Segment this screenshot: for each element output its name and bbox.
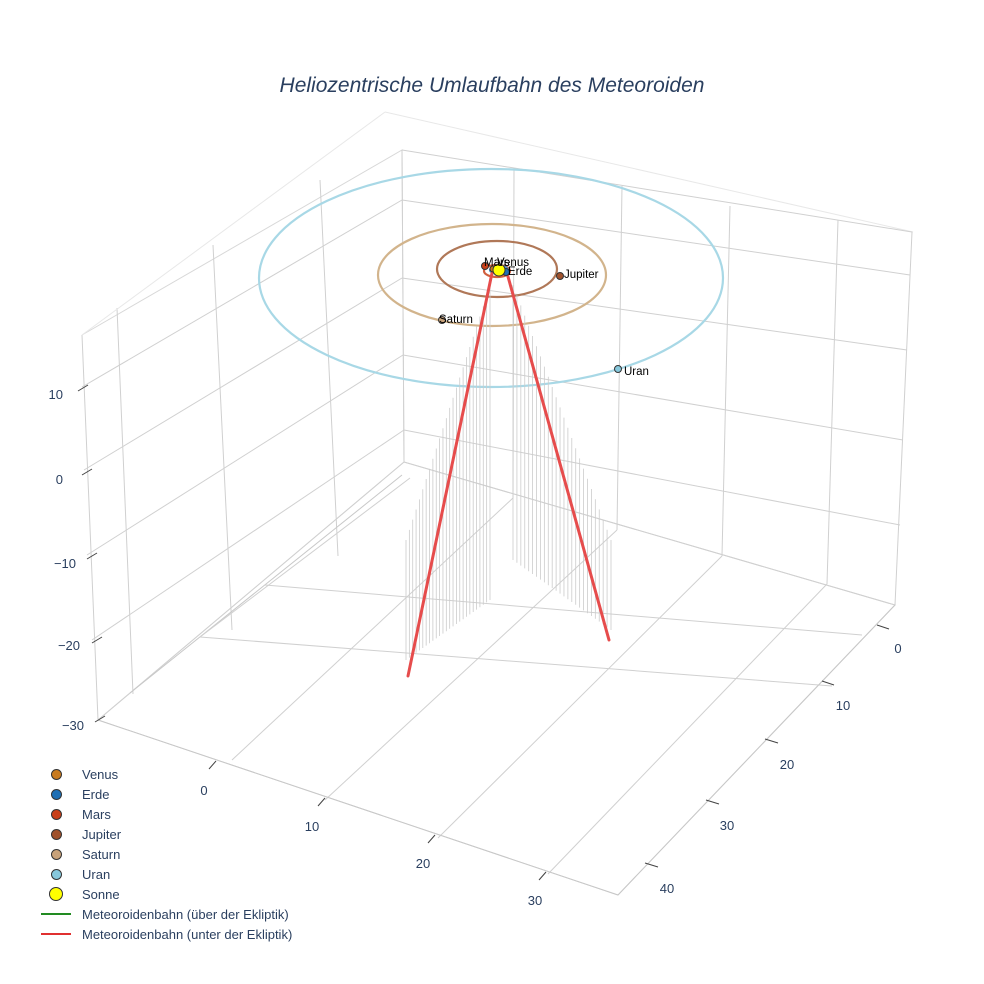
svg-text:Mars: Mars	[484, 257, 510, 269]
x-axis-tick-labels: 0 10 20 30	[200, 783, 542, 908]
grid-back-wall	[81, 111, 914, 896]
meteoroid-trajectory	[406, 271, 611, 678]
sonne-marker-icon	[49, 887, 63, 901]
svg-text:Uran: Uran	[624, 366, 649, 378]
svg-text:30: 30	[720, 818, 734, 833]
legend-item-erde[interactable]: Erde	[36, 784, 292, 804]
chart-title: Heliozentrische Umlaufbahn des Meteoroid…	[279, 74, 705, 97]
legend-item-mars[interactable]: Mars	[36, 804, 292, 824]
axis-ticks	[77, 384, 890, 881]
mars-marker-icon	[50, 808, 62, 820]
marker-sonne	[492, 263, 506, 277]
legend-item-sonne[interactable]: Sonne	[36, 884, 292, 904]
svg-text:0: 0	[56, 472, 63, 487]
legend-item-jupiter[interactable]: Jupiter	[36, 824, 292, 844]
planet-labels: Mars Venus Erde Jupiter Saturn Uran	[439, 257, 649, 378]
z-axis-tick-labels: 10 0 −10 −20 −30	[49, 387, 84, 733]
orbit-jupiter	[435, 239, 559, 299]
saturn-marker-icon	[50, 848, 62, 860]
svg-text:−20: −20	[58, 638, 80, 653]
svg-text:Jupiter: Jupiter	[564, 269, 599, 281]
svg-text:10: 10	[836, 698, 850, 713]
red-line-icon	[41, 933, 71, 935]
svg-text:0: 0	[200, 783, 207, 798]
svg-text:−10: −10	[54, 556, 76, 571]
svg-text:Saturn: Saturn	[439, 314, 473, 326]
legend-item-venus[interactable]: Venus	[36, 764, 292, 784]
marker-jupiter	[556, 272, 564, 280]
svg-text:40: 40	[660, 881, 674, 896]
svg-text:0: 0	[894, 641, 901, 656]
uran-marker-icon	[50, 868, 62, 880]
legend-item-saturn[interactable]: Saturn	[36, 844, 292, 864]
orbit-saturn	[376, 222, 608, 328]
svg-text:20: 20	[416, 856, 430, 871]
planet-markers[interactable]	[438, 262, 622, 373]
svg-text:Erde: Erde	[508, 266, 532, 278]
svg-text:10: 10	[49, 387, 63, 402]
legend-item-bahn-unter[interactable]: Meteoroidenbahn (unter der Ekliptik)	[36, 924, 292, 944]
svg-text:30: 30	[528, 893, 542, 908]
legend: Venus Erde Mars Jupiter Saturn Uran Sonn…	[36, 764, 292, 944]
marker-saturn	[438, 316, 446, 324]
jupiter-marker-icon	[50, 828, 62, 840]
marker-mars	[481, 262, 489, 270]
svg-text:Venus: Venus	[497, 257, 529, 269]
svg-text:20: 20	[780, 757, 794, 772]
venus-marker-icon	[50, 768, 62, 780]
orbit-uran	[257, 167, 725, 389]
svg-text:10: 10	[305, 819, 319, 834]
svg-text:−30: −30	[62, 718, 84, 733]
marker-uran	[614, 365, 622, 373]
drop-lines	[405, 285, 612, 660]
erde-marker-icon	[50, 788, 62, 800]
green-line-icon	[41, 913, 71, 915]
y-axis-tick-labels: 0 10 20 30 40	[660, 641, 902, 896]
legend-item-bahn-ueber[interactable]: Meteoroidenbahn (über der Ekliptik)	[36, 904, 292, 924]
legend-item-uran[interactable]: Uran	[36, 864, 292, 884]
